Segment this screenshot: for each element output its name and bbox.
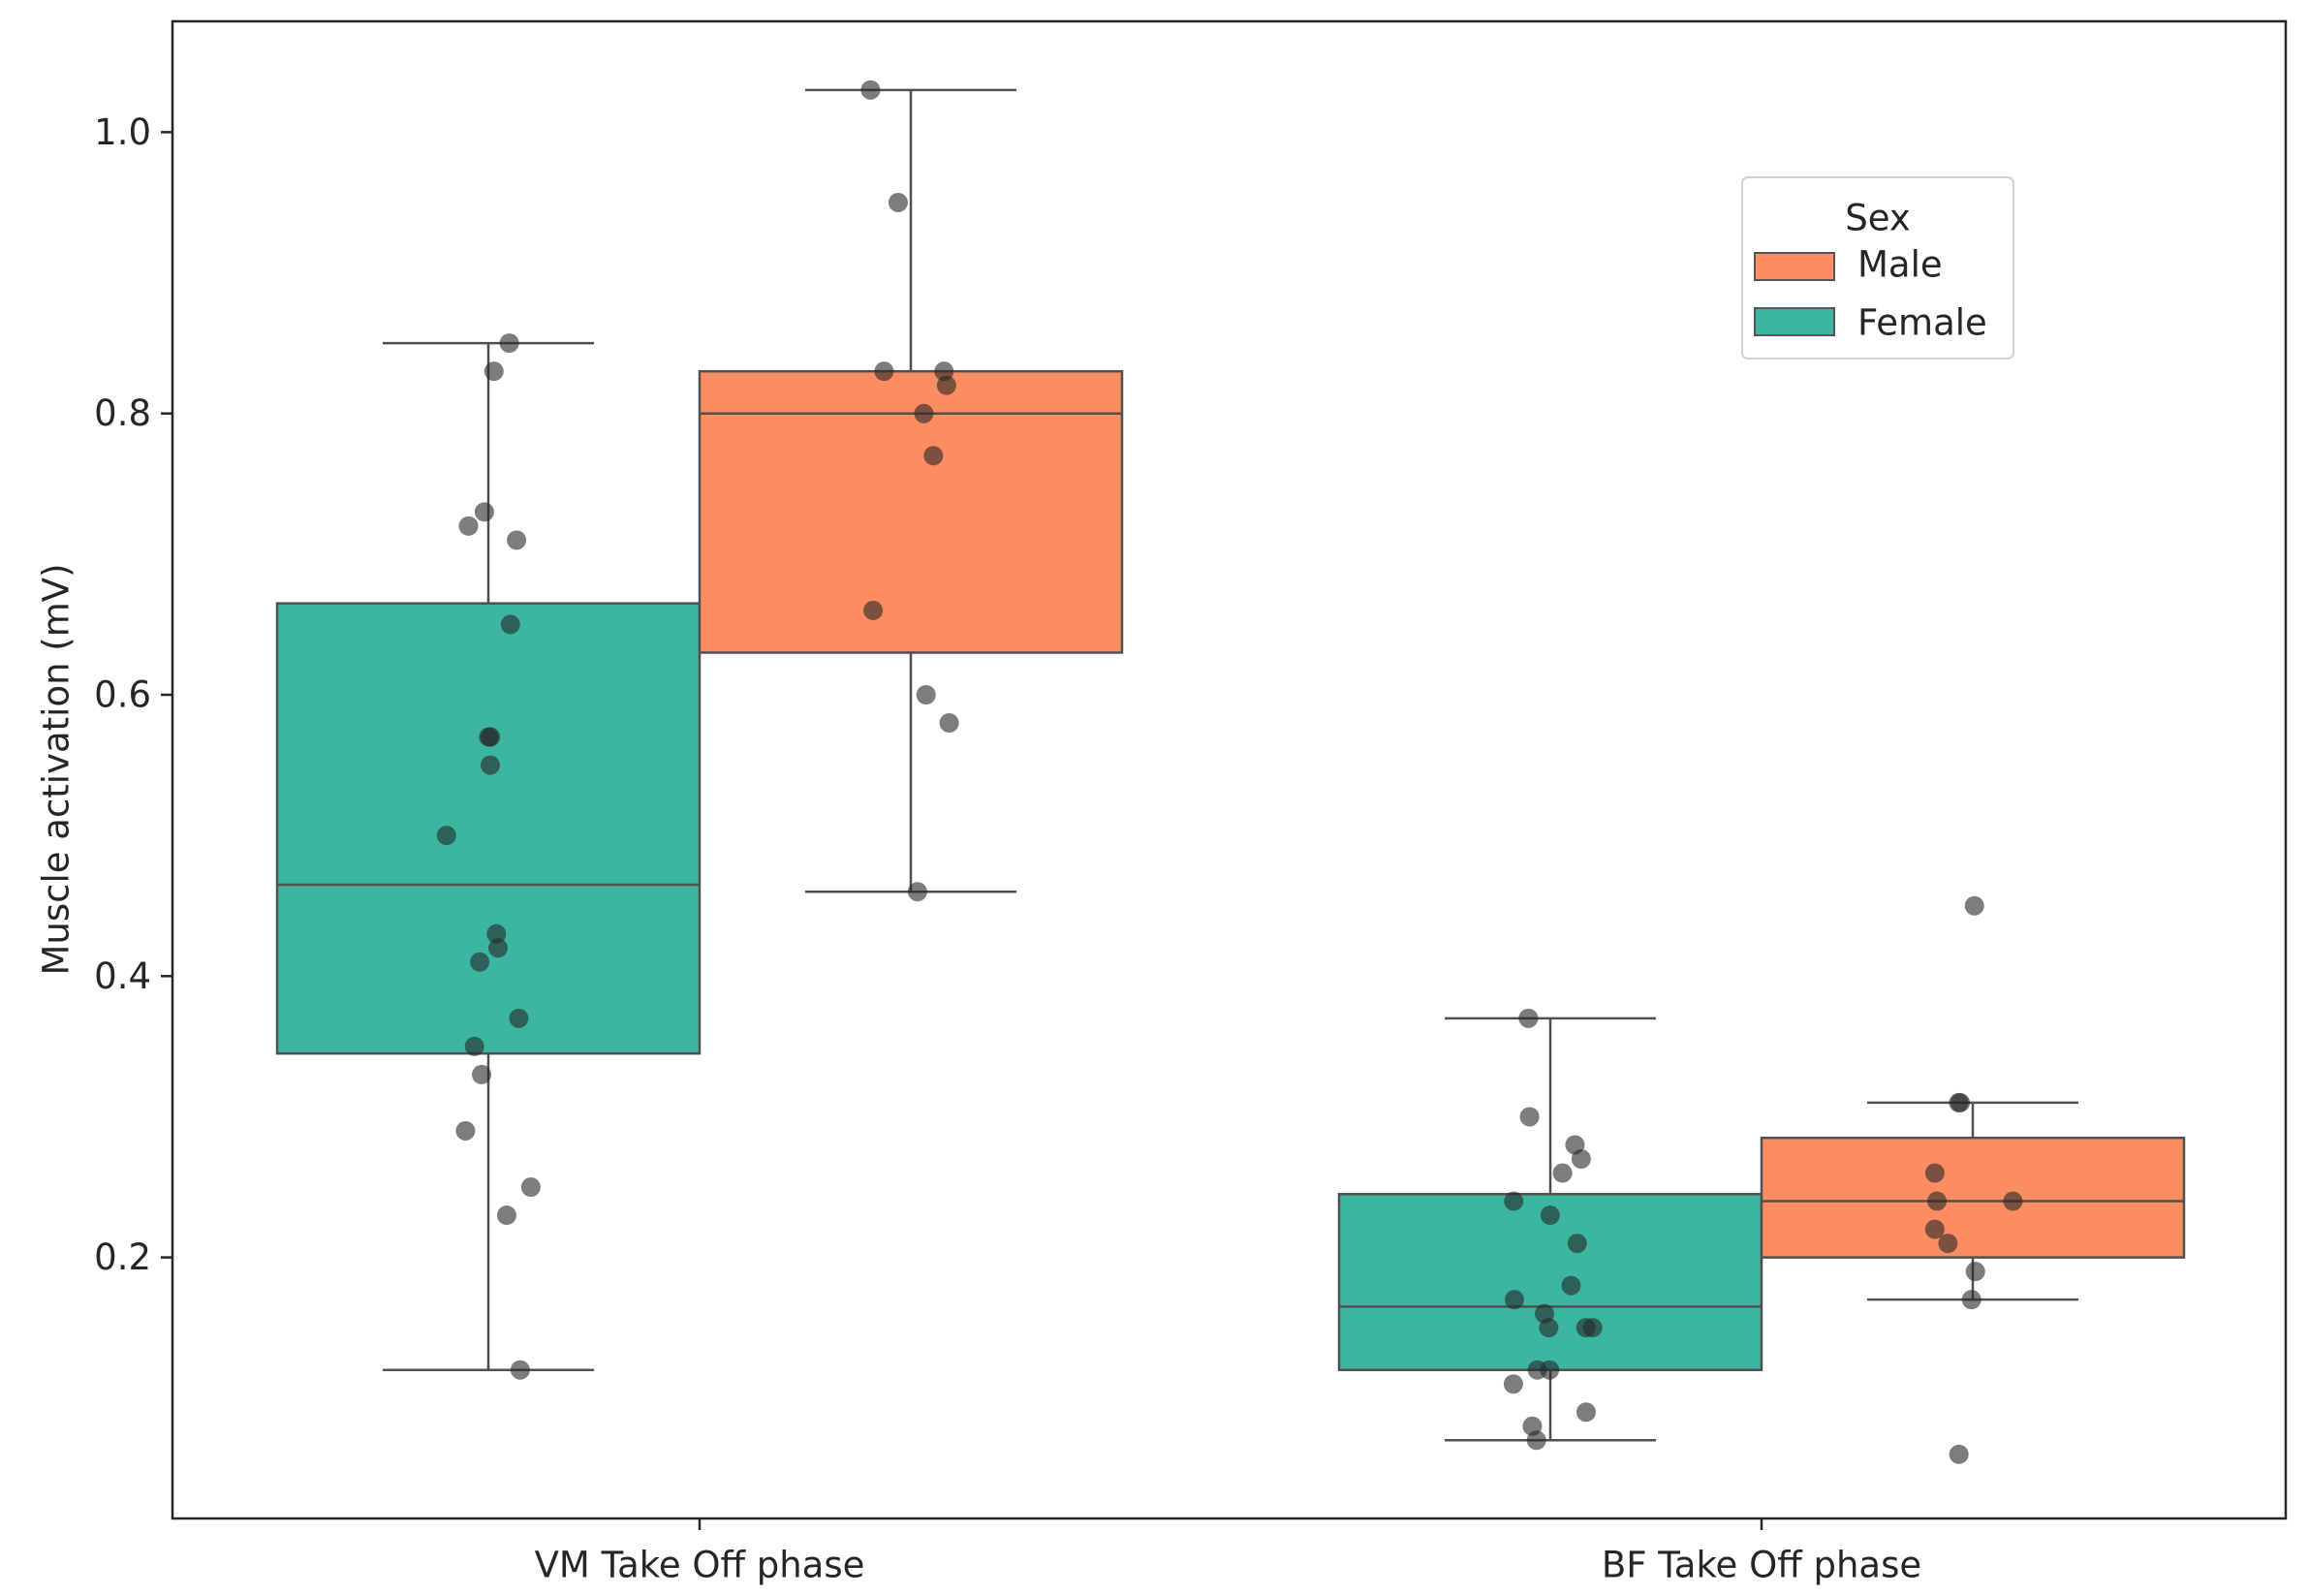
data-point-male [907, 882, 927, 902]
data-point-female [1576, 1402, 1596, 1423]
plot-frame [171, 19, 2288, 1520]
data-point-male [1924, 1163, 1945, 1183]
data-point-male [1965, 1262, 1985, 1282]
data-point-male [1927, 1191, 1948, 1211]
data-point-female [1561, 1275, 1581, 1296]
data-point-male [1949, 1092, 1969, 1112]
data-point-female [458, 516, 479, 536]
data-point-female [1540, 1360, 1560, 1380]
data-point-female [1552, 1163, 1573, 1183]
data-point-female [1504, 1290, 1524, 1310]
data-point-female [1526, 1430, 1546, 1451]
data-point-female [484, 361, 504, 382]
data-point-female [1504, 1191, 1524, 1211]
data-point-female [1539, 1318, 1559, 1338]
legend: Sex Male Female [1741, 176, 2014, 360]
legend-label-male: Male [1857, 244, 1943, 286]
data-point-male [2003, 1191, 2023, 1211]
y-tick-label: 1.0 [94, 111, 151, 153]
data-point-female [474, 502, 494, 522]
x-tick-label: BF Take Off phase [1602, 1545, 1921, 1586]
data-point-male [1938, 1234, 1958, 1254]
box-group-female-vm [275, 341, 702, 1371]
y-axis-title: Muscle activation (mV) [36, 563, 78, 975]
data-point-female [464, 1036, 484, 1056]
x-axis: VM Take Off phase BF Take Off phase [535, 1518, 1921, 1586]
data-point-female [1519, 1107, 1540, 1127]
y-tick-label: 0.6 [94, 674, 151, 716]
data-point-female [1567, 1234, 1587, 1254]
x-tick-label: VM Take Off phase [535, 1545, 865, 1586]
data-point-female [470, 952, 490, 972]
data-point-female [500, 614, 520, 635]
plot-area [275, 79, 2186, 1464]
data-point-male [936, 375, 956, 395]
data-point-male [916, 685, 936, 704]
data-point-female [509, 1008, 529, 1028]
data-point-male [1949, 1444, 1969, 1464]
data-point-male [1964, 895, 1984, 916]
y-tick-label: 0.2 [94, 1236, 151, 1278]
data-point-male [888, 192, 908, 212]
data-point-female [1503, 1374, 1523, 1394]
legend-swatch-female [1754, 307, 1835, 336]
legend-swatch-male [1754, 252, 1835, 281]
data-point-male [939, 713, 959, 734]
data-point-female [486, 923, 507, 944]
data-point-female [520, 1177, 541, 1198]
data-point-male [1924, 1219, 1945, 1239]
data-point-female [507, 530, 527, 550]
y-tick-label: 0.4 [94, 955, 151, 997]
data-point-female [481, 727, 501, 747]
data-point-female [1540, 1205, 1560, 1226]
box-group-male-vm [698, 88, 1124, 893]
y-tick-label: 0.8 [94, 392, 151, 434]
data-point-female [1518, 1008, 1539, 1028]
data-point-female [510, 1360, 530, 1380]
legend-title: Sex [1845, 198, 1911, 239]
data-point-male [1961, 1290, 1981, 1310]
data-point-male [914, 403, 934, 423]
data-point-female [488, 938, 509, 958]
data-point-female [472, 1064, 492, 1084]
data-point-female [436, 826, 456, 846]
box-iqr [275, 602, 702, 1055]
data-point-male [863, 600, 884, 620]
box-group-male-bf [1760, 1101, 2186, 1301]
data-point-male [874, 361, 894, 382]
data-point-female [1571, 1148, 1591, 1169]
box-iqr [1760, 1136, 2186, 1259]
y-axis: 0.2 0.4 0.6 0.8 1.0 [94, 111, 172, 1278]
data-point-male [923, 446, 944, 466]
box-iqr [698, 369, 1124, 654]
data-point-female [496, 1205, 516, 1226]
legend-label-female: Female [1857, 302, 1987, 344]
data-point-female [1576, 1318, 1596, 1338]
data-point-male [860, 79, 881, 100]
data-point-female [455, 1120, 476, 1141]
data-point-female [499, 333, 519, 354]
data-point-female [480, 755, 500, 775]
